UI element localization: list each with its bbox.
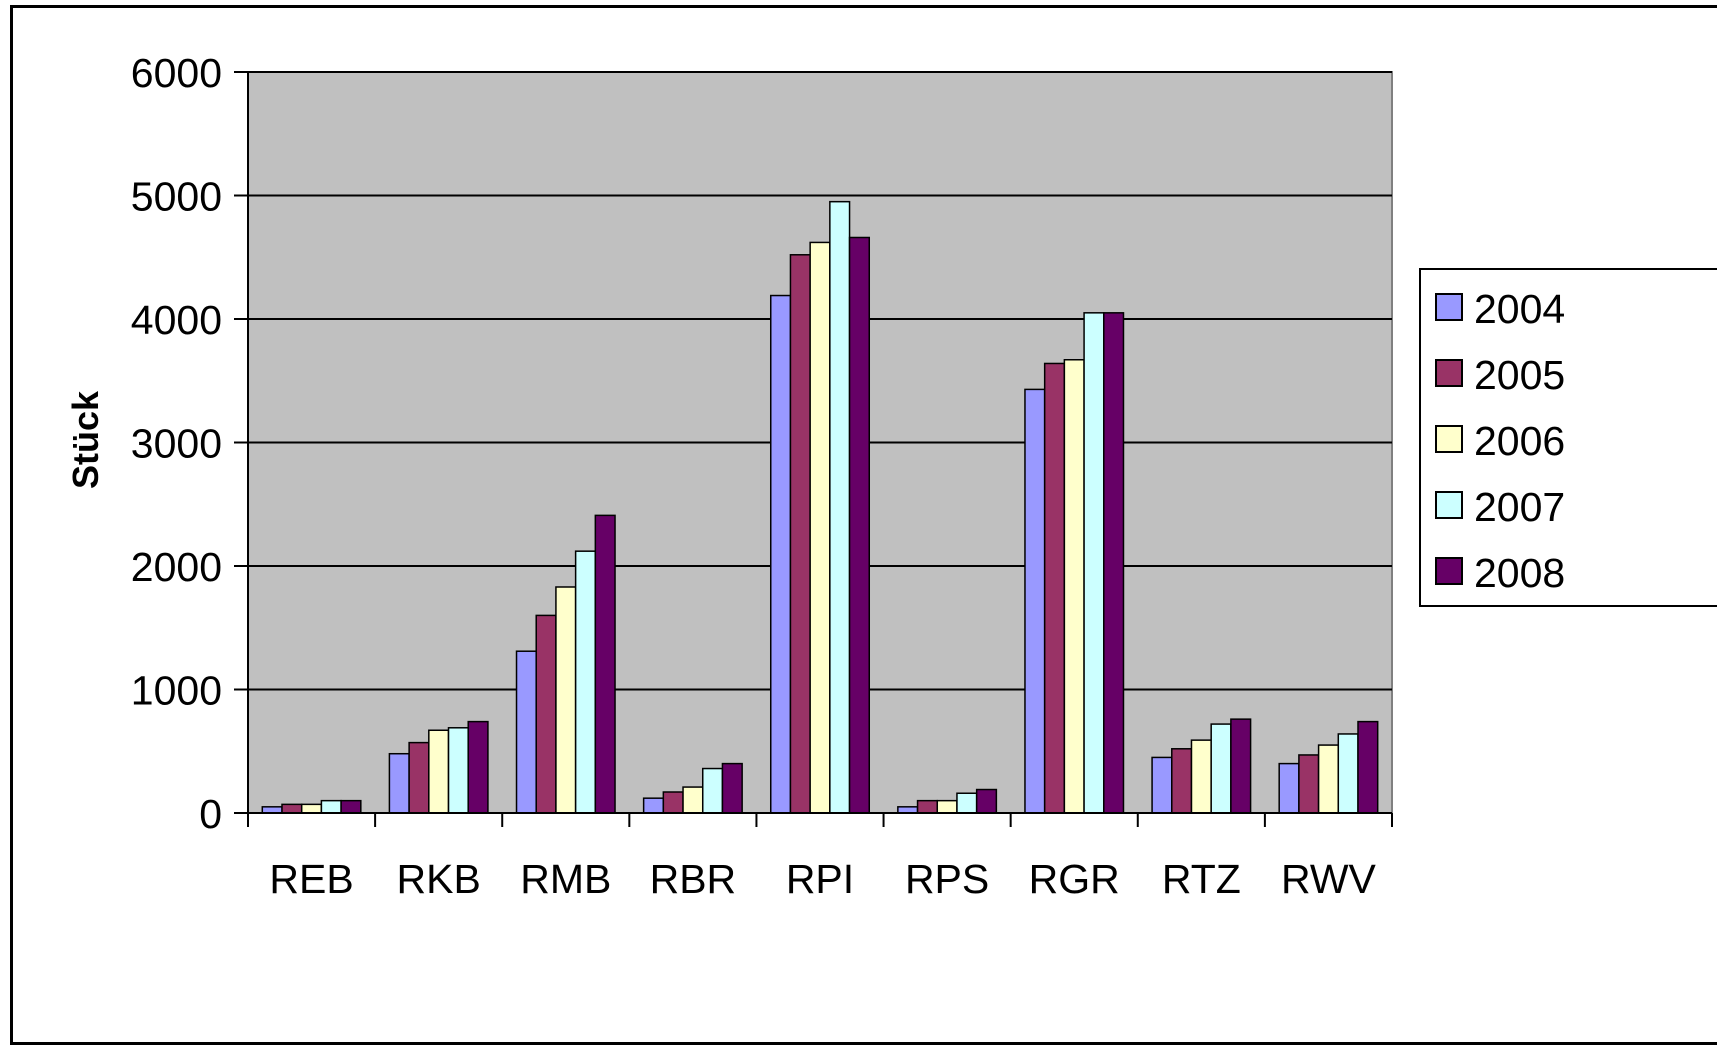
bar-rtz-2008 xyxy=(1230,718,1252,814)
legend-label-2004: 2004 xyxy=(1474,286,1565,332)
bar-rmb-2006 xyxy=(555,586,577,814)
legend-label-2007: 2007 xyxy=(1474,484,1565,530)
bar-rtz-2004 xyxy=(1151,756,1173,814)
bar-rps-2006 xyxy=(936,799,958,814)
y-tick-label: 5000 xyxy=(131,174,222,220)
bar-rbr-2004 xyxy=(642,797,665,814)
bar-rpi-2005 xyxy=(789,254,811,814)
x-tick-labels: REB RKB RMB RBR RPI RPS RGR RTZ RWV xyxy=(269,856,1376,902)
bar-rpi-2004 xyxy=(769,294,792,814)
legend-label-2006: 2006 xyxy=(1474,418,1565,464)
bar-rkb-2008 xyxy=(467,720,489,814)
legend-swatch-2008 xyxy=(1435,557,1463,585)
x-tick-label-rmb: RMB xyxy=(520,856,611,902)
y-axis-title: Stück xyxy=(65,390,106,489)
bar-reb-2005 xyxy=(281,803,303,814)
y-tick-label: 6000 xyxy=(131,50,222,96)
bar-rps-2007 xyxy=(956,792,978,814)
bar-rgr-2008 xyxy=(1103,312,1125,814)
bar-rps-2008 xyxy=(975,788,998,814)
bar-rps-2005 xyxy=(916,799,939,814)
bar-rwv-2008 xyxy=(1357,720,1379,814)
bar-rpi-2008 xyxy=(848,236,871,814)
x-tick-label-rpi: RPI xyxy=(786,856,854,902)
bar-rtz-2005 xyxy=(1171,748,1193,814)
y-tick-label: 4000 xyxy=(131,297,222,343)
bar-rtz-2006 xyxy=(1190,739,1212,814)
x-tick-label-rkb: RKB xyxy=(397,856,481,902)
bar-reb-2006 xyxy=(300,803,323,814)
x-tick-label-rbr: RBR xyxy=(650,856,737,902)
bar-rpi-2006 xyxy=(809,241,831,814)
bar-rgr-2007 xyxy=(1083,312,1105,814)
bar-rmb-2004 xyxy=(515,650,537,814)
legend-box xyxy=(1419,268,1717,607)
bar-rgr-2005 xyxy=(1043,362,1066,814)
x-tick-label-reb: REB xyxy=(269,856,353,902)
bar-rbr-2005 xyxy=(662,791,684,814)
legend-swatch-2005 xyxy=(1435,359,1463,387)
bar-rwv-2004 xyxy=(1278,762,1300,814)
x-tick-label-rgr: RGR xyxy=(1029,856,1120,902)
x-tick-label-rtz: RTZ xyxy=(1162,856,1241,902)
x-tick-label-rps: RPS xyxy=(905,856,989,902)
bar-rkb-2006 xyxy=(428,729,450,814)
bar-rbr-2008 xyxy=(721,762,743,814)
y-tick-label: 3000 xyxy=(131,421,222,467)
legend-label-2005: 2005 xyxy=(1474,352,1565,398)
bar-rmb-2007 xyxy=(574,550,597,814)
y-tick-label: 0 xyxy=(199,791,222,837)
bar-rkb-2005 xyxy=(408,741,430,814)
bar-rtz-2007 xyxy=(1210,723,1232,814)
bar-rwv-2006 xyxy=(1317,744,1340,814)
axes xyxy=(234,71,1393,827)
bar-rgr-2004 xyxy=(1024,388,1046,814)
legend-label-2008: 2008 xyxy=(1474,550,1565,596)
legend: 2004 2005 2006 2007 2008 xyxy=(1419,268,1717,607)
bar-rmb-2005 xyxy=(535,614,557,814)
bar-rbr-2007 xyxy=(701,767,724,814)
bar-rmb-2008 xyxy=(594,514,616,814)
bar-rgr-2006 xyxy=(1063,359,1085,814)
bar-reb-2008 xyxy=(340,799,362,814)
legend-swatch-2006 xyxy=(1435,425,1463,453)
legend-swatch-2004 xyxy=(1435,293,1463,321)
y-tick-label: 1000 xyxy=(131,668,222,714)
y-tick-label: 2000 xyxy=(131,544,222,590)
y-tick-labels: 0 1000 2000 3000 4000 5000 6000 xyxy=(131,50,222,837)
bar-reb-2007 xyxy=(320,799,342,814)
bar-rwv-2005 xyxy=(1298,754,1320,814)
bar-rwv-2007 xyxy=(1337,733,1359,814)
bar-rkb-2007 xyxy=(447,727,469,814)
x-tick-label-rwv: RWV xyxy=(1281,856,1377,902)
legend-swatch-2007 xyxy=(1435,491,1463,519)
bar-rpi-2007 xyxy=(829,200,851,814)
bar-rkb-2004 xyxy=(388,752,410,814)
bar-rbr-2006 xyxy=(682,786,704,814)
